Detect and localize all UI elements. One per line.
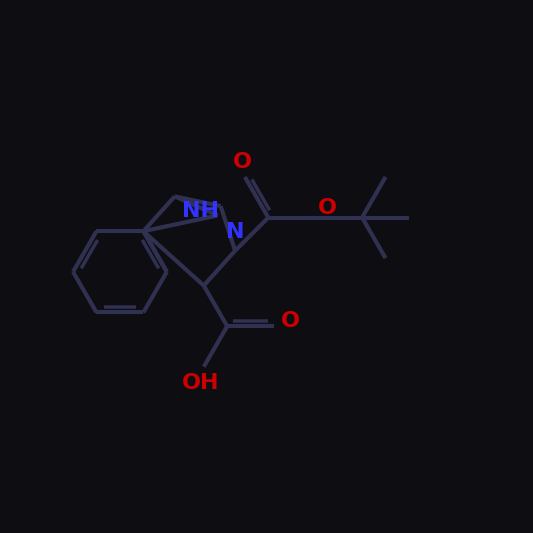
Text: NH: NH (182, 201, 219, 221)
Text: O: O (233, 152, 252, 172)
Text: N: N (226, 222, 245, 242)
Text: O: O (280, 311, 300, 331)
Text: O: O (318, 198, 336, 218)
Text: OH: OH (182, 373, 220, 393)
